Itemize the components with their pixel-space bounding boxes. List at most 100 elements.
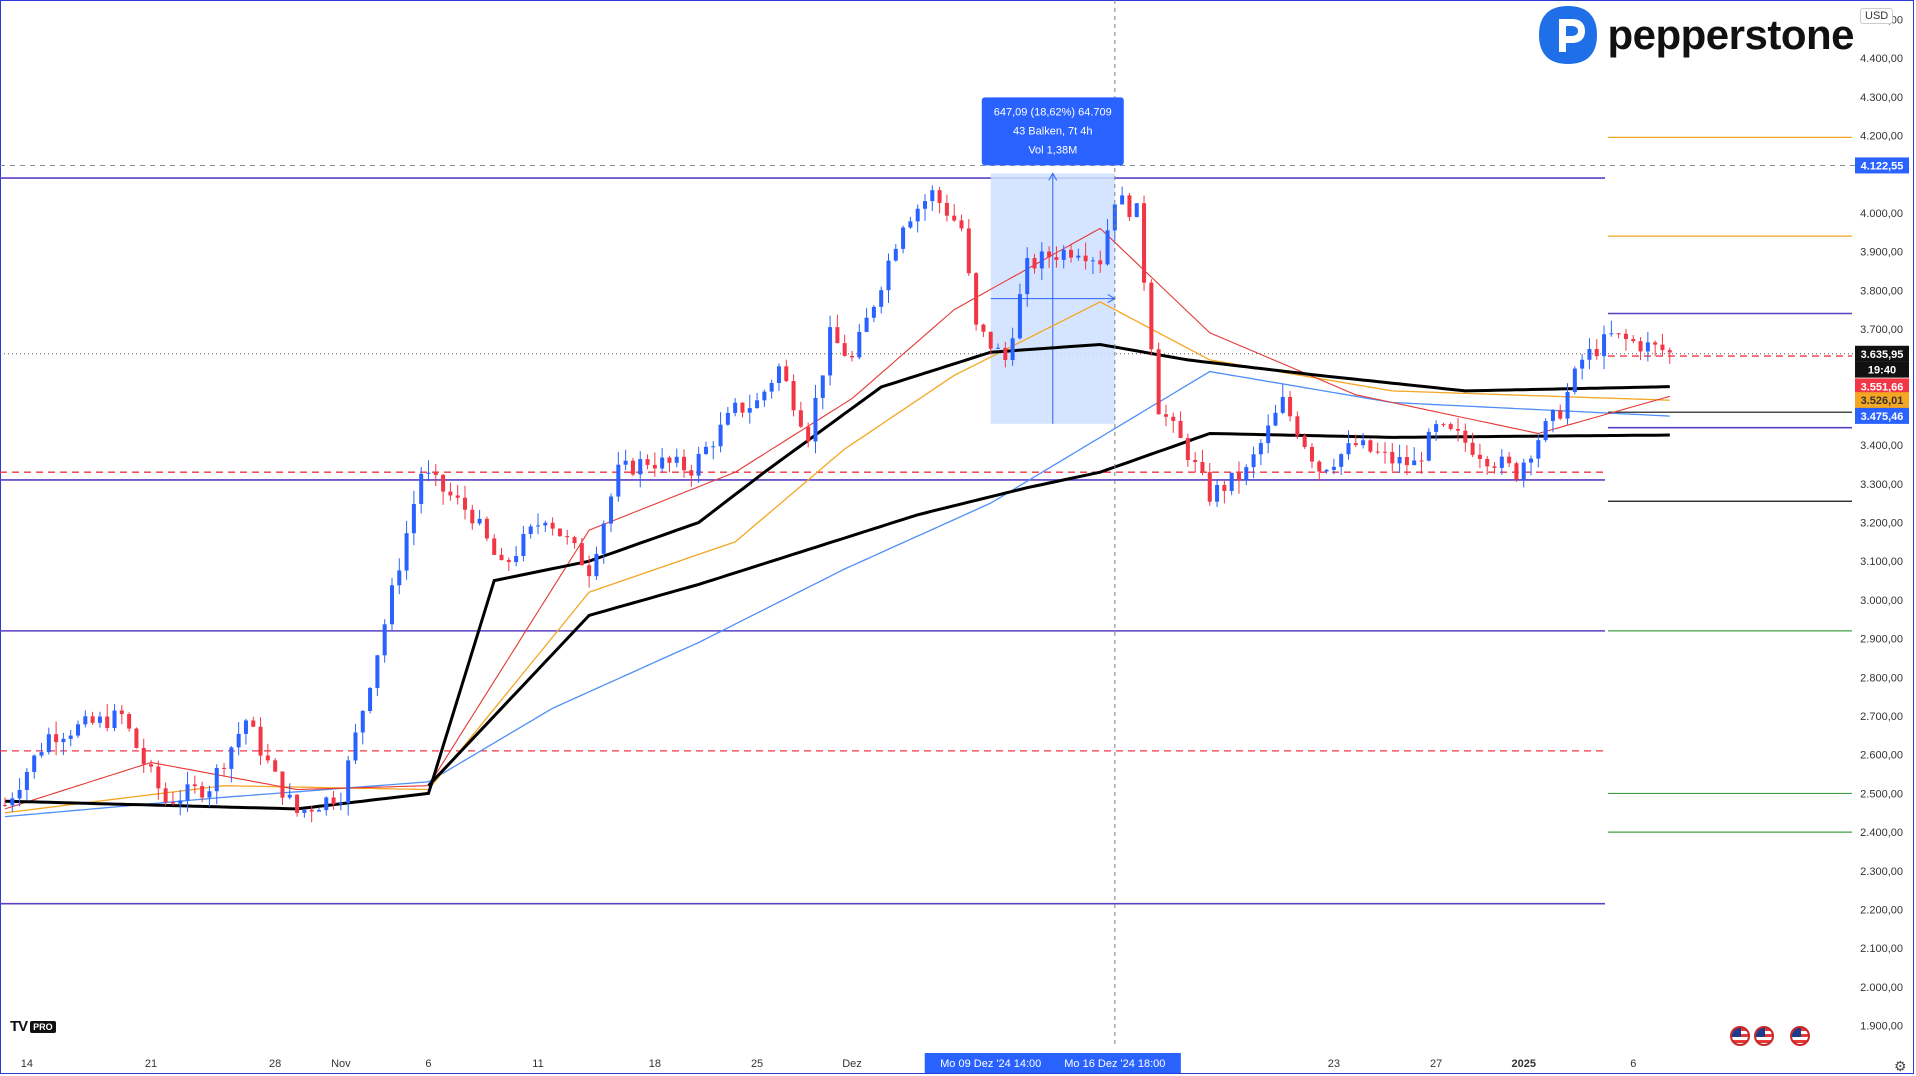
candle-up xyxy=(426,472,431,474)
candle-up xyxy=(1645,342,1650,352)
measure-tooltip: 647,09 (18,62%) 64.709 43 Balken, 7t 4h Vo… xyxy=(981,97,1124,166)
candle-down xyxy=(1404,456,1409,466)
candle-up xyxy=(419,473,424,504)
candle-up xyxy=(594,553,599,577)
price-tick-label: 3.000,00 xyxy=(1860,595,1903,607)
price-label-box xyxy=(1855,378,1909,395)
time-tick-label: 6 xyxy=(425,1058,431,1070)
candle-up xyxy=(813,397,818,442)
candle-up xyxy=(1565,391,1570,419)
us-flag-event-icon[interactable] xyxy=(1730,1026,1750,1046)
candle-down xyxy=(1470,442,1475,455)
candle-down xyxy=(1069,249,1074,258)
candle-up xyxy=(1025,258,1030,295)
candle-up xyxy=(674,456,679,463)
price-tick-label: 4.300,00 xyxy=(1860,92,1903,104)
candle-up xyxy=(930,190,935,202)
gear-icon[interactable]: ⚙ xyxy=(1894,1058,1907,1074)
candle-up xyxy=(908,221,913,228)
candle-up xyxy=(389,585,394,625)
candle-up xyxy=(1324,469,1329,472)
candle-up xyxy=(1529,458,1534,463)
candle-down xyxy=(572,537,577,544)
candle-up xyxy=(76,724,81,736)
candle-up xyxy=(733,402,738,413)
candle-up xyxy=(368,687,373,711)
candle-down xyxy=(251,720,256,727)
price-tick-label: 2.500,00 xyxy=(1860,788,1903,800)
candle-up xyxy=(1134,203,1139,218)
candle-up xyxy=(747,408,752,413)
time-axis[interactable]: 142128Nov6111825Dez5232720256Mo 09 Dez '… xyxy=(21,1053,1637,1073)
candle-up xyxy=(901,227,906,249)
candle-up xyxy=(696,453,701,476)
candle-up xyxy=(886,260,891,291)
sma-100-line xyxy=(4,342,1670,811)
candle-down xyxy=(54,734,59,743)
candle-down xyxy=(784,366,789,382)
candle-down xyxy=(630,460,635,475)
currency-selector[interactable]: USD xyxy=(1860,8,1894,24)
candle-down xyxy=(1375,451,1380,453)
candle-down xyxy=(1156,349,1161,415)
candle-down xyxy=(1127,195,1132,218)
price-label-text: 4.122,55 xyxy=(1861,160,1904,172)
candle-up xyxy=(616,464,621,497)
candle-down xyxy=(565,536,570,538)
candle-up xyxy=(39,752,44,756)
candle-up xyxy=(1120,195,1125,205)
candle-down xyxy=(1149,282,1154,350)
candle-up xyxy=(601,523,606,554)
candle-down xyxy=(455,495,460,498)
candle-up xyxy=(1346,443,1351,455)
candle-down xyxy=(1390,451,1395,464)
candle-up xyxy=(820,375,825,398)
candle-down xyxy=(258,726,263,756)
candle-up xyxy=(893,248,898,261)
candle-down xyxy=(1207,472,1212,502)
price-label-box xyxy=(1855,345,1909,362)
us-flag-event-icon[interactable] xyxy=(1754,1026,1774,1046)
candle-up xyxy=(521,533,526,557)
candle-down xyxy=(280,771,285,798)
candle-down xyxy=(1098,260,1103,265)
candle-down xyxy=(835,327,840,344)
candle-up xyxy=(857,331,862,358)
candle-up xyxy=(68,735,73,739)
candle-down xyxy=(492,538,497,555)
candle-down xyxy=(791,381,796,411)
candle-down xyxy=(1456,428,1461,431)
price-tick-label: 2.400,00 xyxy=(1860,827,1903,839)
candle-up xyxy=(1434,424,1439,432)
candle-down xyxy=(1623,333,1628,340)
candle-down xyxy=(1353,443,1358,446)
candle-up xyxy=(864,317,869,332)
time-tick-label: 21 xyxy=(145,1058,157,1070)
time-tick-label: 11 xyxy=(532,1058,543,1070)
measure-tooltip-box xyxy=(981,97,1124,166)
price-tick-label: 2.800,00 xyxy=(1860,672,1903,684)
candle-up xyxy=(1587,349,1592,360)
candle-down xyxy=(740,402,745,413)
crosshair-start-label-box xyxy=(924,1053,1057,1073)
measure-tooltip-line: 647,09 (18,62%) 64.709 xyxy=(994,106,1112,118)
candle-down xyxy=(119,710,124,715)
candle-down xyxy=(550,522,555,529)
candle-up xyxy=(1090,260,1095,262)
candle-down xyxy=(1302,435,1307,447)
candle-up xyxy=(1550,410,1555,422)
price-label-text: 3.475,46 xyxy=(1861,411,1904,423)
candle-up xyxy=(1251,454,1256,468)
us-flag-event-icon[interactable] xyxy=(1790,1026,1810,1046)
candle-down xyxy=(952,215,957,221)
price-tick-label: 2.700,00 xyxy=(1860,711,1903,723)
candle-down xyxy=(988,331,993,349)
candle-up xyxy=(1426,431,1431,461)
candle-down xyxy=(1492,466,1497,468)
candle-down xyxy=(156,766,161,789)
candle-up xyxy=(703,446,708,454)
price-axis[interactable]: 4.500,004.400,004.300,004.200,004.000,00… xyxy=(1855,14,1909,1033)
candle-up xyxy=(32,755,37,772)
candle-up xyxy=(302,809,307,813)
